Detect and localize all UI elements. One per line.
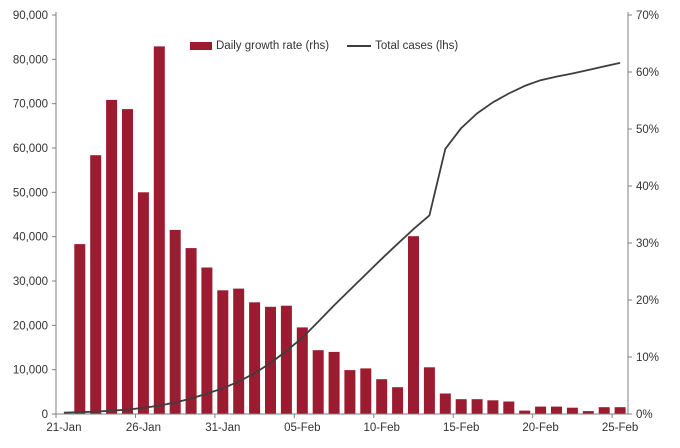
left-axis-tick-label: 30,000 <box>13 276 48 288</box>
bar-series-swatch-icon <box>190 42 212 50</box>
left-axis-tick-label: 40,000 <box>13 232 48 244</box>
bar-daily-growth-rate <box>265 306 276 414</box>
right-axis-tick-label: 30% <box>636 238 659 250</box>
bar-daily-growth-rate <box>551 406 562 414</box>
left-axis-tick-label: 0 <box>42 409 48 421</box>
bar-daily-growth-rate <box>233 288 245 414</box>
bar-daily-growth-rate <box>153 46 165 415</box>
bar-daily-growth-rate <box>106 99 118 415</box>
x-axis-tick-label: 15-Feb <box>443 422 479 434</box>
bar-daily-growth-rate <box>455 399 467 414</box>
bar-daily-growth-rate <box>535 406 547 414</box>
x-axis-tick-label: 10-Feb <box>363 422 399 434</box>
bar-daily-growth-rate <box>519 410 531 414</box>
left-axis-tick-label: 10,000 <box>13 365 48 377</box>
bar-daily-growth-rate <box>74 244 86 414</box>
bar-daily-growth-rate <box>376 379 388 414</box>
left-axis-tick-label: 60,000 <box>13 143 48 155</box>
legend-label-daily-growth-rate: Daily growth rate (rhs) <box>216 40 330 52</box>
bar-daily-growth-rate <box>614 407 626 414</box>
bar-daily-growth-rate <box>90 155 102 414</box>
line-series-swatch-icon <box>347 45 372 47</box>
x-axis-tick-label: 21-Jan <box>46 422 81 434</box>
bar-daily-growth-rate <box>487 400 499 414</box>
bar-daily-growth-rate <box>344 370 356 414</box>
bar-daily-growth-rate <box>201 267 213 414</box>
bar-daily-growth-rate <box>185 248 197 414</box>
bar-daily-growth-rate <box>566 407 578 414</box>
bar-daily-growth-rate <box>296 327 308 414</box>
legend: Daily growth rate (rhs) Total cases (lhs… <box>190 40 458 52</box>
bar-daily-growth-rate <box>312 350 324 414</box>
bar-daily-growth-rate <box>217 290 229 414</box>
x-axis-tick-label: 20-Feb <box>522 422 558 434</box>
bar-daily-growth-rate <box>471 399 483 414</box>
legend-item-total-cases: Total cases (lhs) <box>347 40 458 52</box>
right-axis-tick-label: 70% <box>636 10 659 22</box>
x-axis-tick-label: 31-Jan <box>205 422 240 434</box>
right-axis-tick-label: 0% <box>636 409 653 421</box>
bar-daily-growth-rate <box>122 109 133 414</box>
left-axis-tick-label: 80,000 <box>13 54 48 66</box>
bar-daily-growth-rate <box>360 368 372 414</box>
right-axis-tick-label: 10% <box>636 352 659 364</box>
bar-daily-growth-rate <box>328 351 340 414</box>
left-axis-tick-label: 50,000 <box>13 187 48 199</box>
x-axis-tick-label: 26-Jan <box>126 422 161 434</box>
right-axis-tick-label: 60% <box>636 67 659 79</box>
left-axis-tick-label: 20,000 <box>13 320 48 332</box>
right-axis-tick-label: 20% <box>636 295 659 307</box>
left-axis-tick-label: 90,000 <box>13 10 48 22</box>
total-cases-line <box>63 62 621 414</box>
legend-label-total-cases: Total cases (lhs) <box>375 40 459 52</box>
x-axis-tick-label: 25-Feb <box>602 422 638 434</box>
bar-daily-growth-rate <box>582 411 594 414</box>
right-axis-tick-label: 40% <box>636 181 659 193</box>
legend-item-daily-growth-rate: Daily growth rate (rhs) <box>190 40 329 52</box>
bar-daily-growth-rate <box>598 407 610 414</box>
x-axis-tick-label: 05-Feb <box>284 422 320 434</box>
bar-daily-growth-rate <box>503 401 515 414</box>
bar-daily-growth-rate <box>392 387 404 414</box>
bar-daily-growth-rate <box>408 236 419 414</box>
bar-daily-growth-rate <box>439 393 451 414</box>
right-axis-tick-label: 50% <box>636 124 659 136</box>
bar-daily-growth-rate <box>249 302 261 414</box>
bar-daily-growth-rate <box>169 229 181 414</box>
bar-daily-growth-rate <box>423 367 435 414</box>
left-axis-tick-label: 70,000 <box>13 99 48 111</box>
bar-daily-growth-rate <box>280 305 292 414</box>
bar-daily-growth-rate <box>137 192 149 414</box>
